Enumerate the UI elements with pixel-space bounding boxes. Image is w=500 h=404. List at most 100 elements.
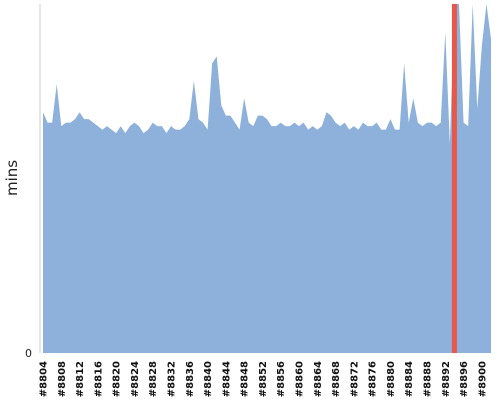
data-point (471, 3, 474, 6)
data-point (476, 107, 479, 110)
data-point (247, 121, 250, 124)
data-point (224, 114, 227, 117)
data-point (430, 121, 433, 124)
highlight-bar (451, 4, 457, 353)
data-point (206, 128, 209, 131)
data-point (426, 121, 429, 124)
data-point (293, 121, 296, 124)
x-tick-label: #8896 (459, 361, 470, 397)
data-point (229, 114, 232, 117)
data-point (444, 30, 447, 33)
data-point (215, 55, 218, 58)
x-tick-label: #8892 (441, 361, 452, 397)
x-tick-label: #8860 (295, 361, 306, 397)
data-point (266, 118, 269, 121)
x-tick-label: #8900 (477, 361, 488, 397)
data-point (55, 83, 58, 86)
x-tick-label: #8808 (57, 361, 68, 397)
data-point (325, 111, 328, 114)
data-point (435, 125, 438, 128)
data-point (330, 114, 333, 117)
x-tick-label: #8852 (258, 361, 269, 397)
data-point (64, 121, 67, 124)
data-point (160, 125, 163, 128)
x-tick-label: #8836 (185, 361, 196, 397)
data-point (51, 121, 54, 124)
data-point (302, 121, 305, 124)
data-point (124, 132, 127, 135)
plot-area (42, 3, 491, 353)
x-tick-label: #8868 (331, 361, 342, 397)
data-point (352, 125, 355, 128)
data-point (83, 118, 86, 121)
data-point (458, 3, 461, 6)
data-point (462, 121, 465, 124)
data-point (480, 44, 483, 47)
data-point (339, 125, 342, 128)
data-point (407, 121, 410, 124)
x-tick-label: #8840 (203, 361, 214, 397)
x-tick-label: #8804 (39, 361, 50, 397)
x-tick-label: #8820 (112, 361, 123, 397)
data-point (165, 132, 168, 135)
y-tick-label: 0 (25, 347, 32, 360)
data-point (243, 97, 246, 100)
data-point (275, 125, 278, 128)
data-point (421, 125, 424, 128)
x-tick-label: #8888 (423, 361, 434, 397)
data-point (192, 79, 195, 82)
data-point (298, 125, 301, 128)
x-tick-label: #8816 (93, 361, 104, 397)
x-tick-label: #8812 (75, 361, 86, 397)
x-tick-label: #8856 (276, 361, 287, 397)
data-point (320, 125, 323, 128)
x-tick-label: #8844 (221, 361, 232, 397)
data-point (142, 132, 145, 135)
x-tick-label: #8876 (368, 361, 379, 397)
data-point (174, 128, 177, 131)
x-tick-label: #8880 (386, 361, 397, 397)
data-point (334, 121, 337, 124)
x-tick-labels: #8804 #8808 #8812 #8816 #8820 #8824 #8828 #8832… (39, 361, 489, 397)
data-point (398, 128, 401, 131)
data-point (448, 142, 451, 145)
data-point (119, 125, 122, 128)
data-point (179, 128, 182, 131)
data-point (133, 121, 136, 124)
data-point (284, 125, 287, 128)
y-axis-title: mins (3, 160, 21, 196)
data-point (311, 125, 314, 128)
data-point (74, 118, 77, 121)
data-point (60, 125, 63, 128)
data-point (371, 125, 374, 128)
data-point (270, 125, 273, 128)
data-point (87, 118, 90, 121)
data-point (101, 128, 104, 131)
data-point (110, 128, 113, 131)
data-point (202, 121, 205, 124)
data-point (46, 121, 49, 124)
data-point (220, 104, 223, 107)
data-point (138, 125, 141, 128)
data-point (252, 125, 255, 128)
data-point (412, 97, 415, 100)
data-point (389, 118, 392, 121)
data-point (279, 121, 282, 124)
data-point (375, 121, 378, 124)
data-point (147, 128, 150, 131)
x-tick-label: #8832 (167, 361, 178, 397)
data-point (188, 118, 191, 121)
data-point (439, 121, 442, 124)
data-point (234, 121, 237, 124)
data-point (151, 121, 154, 124)
data-point (307, 128, 310, 131)
data-point (362, 121, 365, 124)
data-point (183, 125, 186, 128)
x-tick-label: #8824 (130, 361, 141, 397)
data-point (115, 132, 118, 135)
data-point (42, 111, 45, 114)
x-tick-label: #8864 (313, 361, 324, 397)
data-point (403, 62, 406, 65)
data-point (261, 114, 264, 117)
